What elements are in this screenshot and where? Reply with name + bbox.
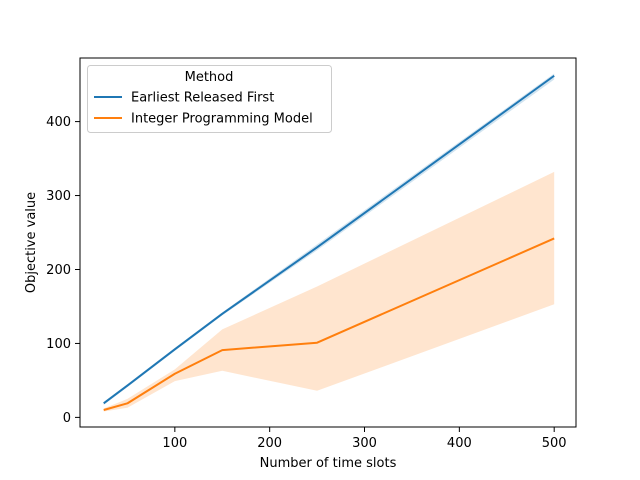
- y-axis: 0 100 200 300 400: [46, 115, 80, 426]
- y-tick-label-400: 400: [46, 115, 71, 130]
- x-tick-label-200: 200: [257, 436, 282, 451]
- legend-title: Method: [185, 70, 234, 85]
- y-tick-label-200: 200: [46, 263, 71, 278]
- x-tick-label-300: 300: [352, 436, 377, 451]
- x-tick-label-100: 100: [162, 436, 187, 451]
- plot-area: [79, 57, 577, 428]
- y-axis-label: Objective value: [24, 192, 39, 293]
- x-tick-label-500: 500: [542, 436, 567, 451]
- x-tick-label-400: 400: [447, 436, 472, 451]
- legend-entry-earliest-released-first: Earliest Released First: [131, 91, 274, 106]
- legend: Method Earliest Released First Integer P…: [87, 65, 332, 133]
- confidence-band-integer-programming-model: [103, 171, 555, 412]
- x-axis: 100 200 300 400 500: [162, 427, 567, 451]
- legend-entry-integer-programming-model: Integer Programming Model: [131, 112, 313, 127]
- y-tick-label-100: 100: [46, 337, 71, 352]
- x-axis-label: Number of time slots: [260, 456, 397, 471]
- series-line-earliest-released-first: [103, 74, 555, 405]
- y-tick-label-300: 300: [46, 189, 71, 204]
- legend-box: [87, 65, 332, 133]
- y-tick-label-0: 0: [63, 411, 71, 426]
- series-line-integer-programming-model: [103, 237, 555, 411]
- series-lines: [103, 74, 555, 411]
